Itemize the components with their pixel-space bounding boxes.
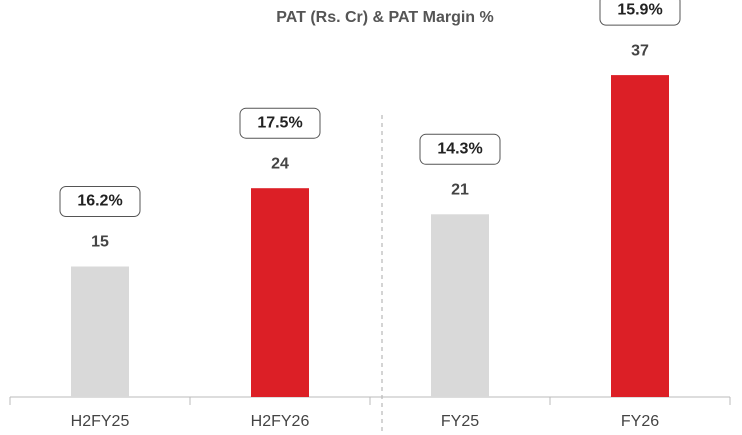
x-tick-label: H2FY26	[251, 413, 310, 430]
margin-box	[599, 0, 681, 26]
x-tick-label: FY25	[441, 413, 479, 430]
x-tick-label: H2FY25	[71, 413, 130, 430]
margin-box	[59, 186, 141, 217]
bar	[71, 266, 129, 397]
value-label: 21	[451, 182, 469, 199]
value-label: 37	[631, 42, 649, 59]
margin-label: 14.3%	[437, 141, 482, 158]
bar	[251, 188, 309, 397]
margin-label: 15.9%	[617, 1, 662, 18]
chart-title: PAT (Rs. Cr) & PAT Margin %	[276, 9, 493, 26]
bar	[431, 214, 489, 397]
bar	[611, 75, 669, 397]
x-tick-label: FY26	[621, 413, 659, 430]
value-label: 15	[91, 234, 109, 251]
margin-label: 16.2%	[77, 193, 122, 210]
margin-box	[419, 133, 501, 165]
margin-box	[239, 107, 321, 139]
margin-label: 17.5%	[257, 114, 302, 131]
value-label: 24	[271, 155, 289, 172]
